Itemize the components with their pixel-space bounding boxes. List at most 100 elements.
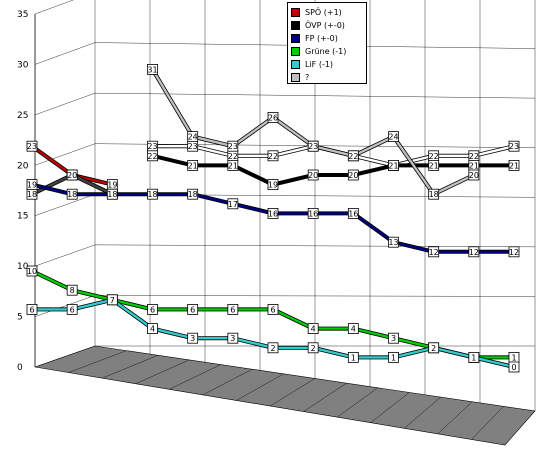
data-label: 22: [268, 152, 278, 161]
data-marker: [388, 131, 399, 143]
data-label: 19: [27, 181, 37, 190]
data-marker: [187, 188, 199, 200]
floor-gridline: [471, 406, 504, 440]
data-label: 8: [70, 286, 75, 295]
data-label: 1: [351, 353, 356, 362]
data-label: 24: [188, 133, 198, 142]
data-label: 26: [268, 113, 278, 122]
data-marker: [227, 159, 239, 171]
floor-gridline: [370, 392, 410, 423]
data-marker: [388, 332, 399, 344]
data-marker: [267, 207, 279, 219]
data-marker: [26, 265, 38, 277]
data-marker: [468, 351, 480, 363]
data-label: 22: [147, 152, 157, 161]
floor-gridline: [404, 396, 441, 429]
data-label: 18: [188, 190, 198, 199]
data-marker: [428, 188, 440, 200]
series-lines: 2320192323222223222122222322212119202021…: [26, 64, 520, 373]
data-label: 1: [391, 353, 396, 362]
data-label: 20: [469, 171, 479, 180]
y-tick-label: 0: [17, 363, 23, 373]
data-label: 12: [429, 248, 439, 257]
data-marker: [66, 169, 78, 181]
data-marker: [147, 323, 158, 335]
data-label: 7: [110, 296, 115, 305]
data-label: 18: [27, 190, 37, 199]
data-label: 20: [348, 171, 358, 180]
wall-gridline: [34, 345, 96, 368]
legend-swatch: [291, 21, 300, 30]
wall-gridline: [34, 0, 74, 15]
data-marker: [187, 332, 199, 344]
y-tick-label: 5: [17, 313, 23, 323]
data-marker: [267, 303, 279, 315]
legend-label: SPÖ (+1): [305, 8, 342, 17]
data-marker: [388, 236, 399, 248]
data-label: 18: [147, 190, 157, 199]
data-marker: [307, 207, 319, 219]
floor-gridline: [202, 369, 253, 396]
data-marker: [187, 303, 199, 315]
data-label: 22: [429, 152, 439, 161]
data-label: 19: [107, 181, 117, 190]
data-label: 18: [429, 190, 439, 199]
legend: SPÖ (+1) ÖVP (+-0) FP (+-0) Grüne (-1) L…: [287, 2, 367, 84]
legend-item: SPÖ (+1): [291, 6, 366, 19]
data-label: 22: [228, 152, 238, 161]
data-label: 21: [188, 161, 198, 170]
data-label: 23: [147, 142, 157, 151]
y-tick-label: 15: [17, 212, 28, 222]
data-label: 1: [471, 353, 476, 362]
floor-gridline: [269, 378, 316, 407]
wall-gridline: [34, 244, 96, 267]
data-label: 3: [230, 334, 235, 343]
data-label: 13: [388, 238, 398, 247]
data-label: 3: [190, 334, 195, 343]
data-marker: [307, 169, 319, 181]
y-tick-label: 35: [17, 10, 28, 20]
data-label: 2: [431, 344, 436, 353]
data-label: 23: [188, 142, 198, 151]
floor-gridline: [169, 364, 221, 390]
floor-gridline: [102, 355, 158, 379]
y-tick-label: 10: [17, 262, 29, 272]
data-marker: [347, 169, 359, 181]
data-marker: [508, 246, 520, 258]
legend-swatch: [291, 8, 300, 17]
data-marker: [508, 140, 520, 152]
data-marker: [388, 351, 399, 363]
floor-gridline: [337, 387, 378, 418]
data-label: 10: [27, 267, 37, 276]
floor-gridline: [437, 401, 473, 435]
legend-item: LiF (-1): [291, 58, 366, 71]
data-marker: [267, 150, 279, 162]
data-label: 2: [270, 344, 275, 353]
legend-swatch: [291, 60, 300, 69]
data-label: 17: [228, 200, 238, 209]
data-label: 0: [511, 363, 516, 372]
data-label: 4: [311, 325, 316, 334]
floor-gridline: [303, 382, 347, 412]
data-label: 18: [107, 190, 117, 199]
data-marker: [307, 342, 319, 354]
y-tick-label: 25: [17, 111, 28, 121]
floor-plane: [34, 345, 536, 446]
y-tick-label: 20: [17, 161, 29, 171]
data-label: 6: [230, 305, 235, 314]
legend-item: FP (+-0): [291, 32, 366, 45]
data-marker: [147, 64, 158, 75]
data-marker: [147, 150, 158, 162]
data-marker: [428, 342, 440, 354]
data-label: 21: [228, 161, 238, 170]
data-label: 18: [67, 190, 77, 199]
data-label: 19: [268, 181, 278, 190]
data-label: 22: [469, 152, 479, 161]
wall-gridline: [34, 295, 96, 317]
data-label: 6: [190, 305, 195, 314]
data-marker: [66, 303, 78, 315]
data-label: 20: [308, 171, 318, 180]
data-marker: [267, 342, 279, 354]
data-label: 6: [150, 305, 155, 314]
data-marker: [147, 303, 158, 315]
